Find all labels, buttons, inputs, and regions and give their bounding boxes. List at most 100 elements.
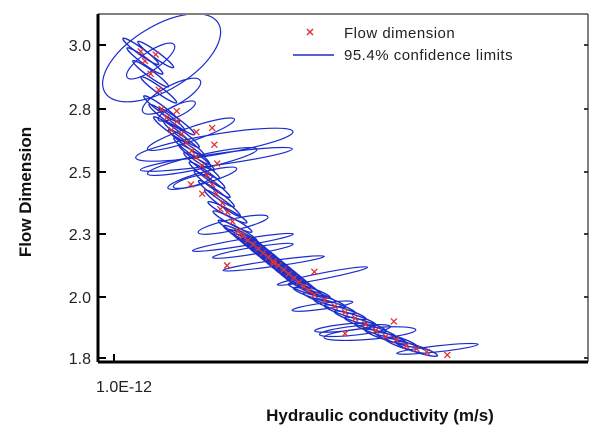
confidence-ellipse — [125, 42, 176, 80]
data-point-stroke — [382, 333, 390, 341]
data-point-stroke — [341, 308, 349, 316]
y-tick-label: 2.5 — [69, 165, 91, 182]
data-point-stroke — [213, 160, 221, 168]
data-point — [382, 333, 390, 341]
data-point-stroke — [351, 314, 359, 322]
data-point — [372, 327, 380, 335]
data-point — [402, 342, 410, 350]
data-point — [285, 270, 293, 278]
data-point-stroke — [223, 262, 231, 269]
data-point-stroke — [187, 180, 195, 188]
data-point-stroke — [208, 180, 216, 188]
data-point — [141, 57, 149, 65]
data-point — [270, 257, 277, 265]
legend-marker-stroke — [306, 28, 314, 36]
data-point — [223, 262, 231, 269]
data-point-stroke — [155, 86, 163, 94]
data-point-stroke — [443, 351, 451, 359]
data-point — [177, 130, 185, 138]
confidence-band — [122, 37, 439, 358]
data-point — [331, 302, 339, 310]
data-point-stroke — [402, 342, 410, 350]
confidence-ellipse — [323, 326, 417, 342]
data-point-stroke — [210, 141, 218, 149]
data-point-stroke — [254, 245, 262, 253]
data-point — [321, 296, 329, 304]
y-tick-label: 1.8 — [69, 351, 91, 368]
data-point — [187, 180, 195, 188]
data-point — [413, 345, 420, 353]
data-point — [198, 190, 206, 198]
confidence-ellipse — [276, 266, 369, 286]
data-point — [305, 287, 313, 295]
data-point-stroke — [182, 139, 190, 147]
data-point-stroke — [310, 291, 318, 299]
data-point-stroke — [392, 336, 400, 344]
confidence-ellipse — [394, 340, 439, 358]
legend-label-flow-dimension: Flow dimension — [344, 25, 455, 42]
data-point-stroke — [300, 283, 308, 290]
data-point — [192, 153, 200, 161]
confidence-ellipse — [396, 342, 479, 355]
data-point — [361, 320, 369, 328]
data-point-stroke — [147, 70, 155, 78]
data-point-stroke — [158, 105, 166, 113]
confidence-ellipse — [139, 146, 293, 172]
data-point-stroke — [208, 124, 216, 132]
data-point — [341, 308, 349, 316]
data-point — [173, 118, 181, 126]
data-point — [137, 47, 145, 55]
data-point — [423, 348, 431, 356]
data-point-stroke — [192, 128, 200, 136]
data-point — [216, 205, 224, 213]
data-point — [210, 141, 218, 149]
data-point-stroke — [203, 171, 211, 179]
data-point-stroke — [321, 296, 329, 304]
data-point-stroke — [361, 320, 369, 328]
y-tick-label: 2.0 — [69, 290, 91, 307]
data-point-stroke — [229, 218, 236, 226]
data-point-stroke — [137, 47, 145, 55]
legend-marker-flow-dimension — [306, 28, 314, 36]
confidence-ellipse — [292, 286, 336, 304]
data-point-stroke — [218, 199, 226, 207]
data-point-stroke — [152, 51, 160, 59]
data-point-stroke — [310, 268, 318, 276]
data-point — [229, 218, 236, 226]
data-point-stroke — [198, 162, 206, 170]
data-point-stroke — [163, 113, 171, 121]
data-point — [341, 330, 349, 338]
data-point — [310, 291, 318, 299]
data-point-stroke — [192, 153, 200, 161]
y-tick-label: 3.0 — [69, 38, 91, 55]
y-tick-label: 2.3 — [69, 227, 91, 244]
y-tick-label: 2.8 — [69, 102, 91, 119]
data-point-stroke — [331, 302, 339, 310]
data-point-stroke — [249, 241, 257, 248]
data-point-stroke — [305, 287, 313, 295]
data-point-stroke — [141, 57, 149, 65]
data-point-stroke — [264, 253, 272, 261]
data-point — [147, 70, 155, 78]
data-point-stroke — [413, 345, 420, 353]
data-point-stroke — [275, 262, 283, 269]
data-point — [218, 199, 226, 207]
data-point — [203, 171, 211, 179]
data-point-stroke — [295, 278, 303, 286]
data-point-stroke — [259, 249, 267, 257]
data-point — [270, 259, 278, 267]
data-point — [351, 314, 359, 322]
data-point — [188, 147, 196, 155]
data-point-stroke — [173, 107, 181, 115]
x-axis-title: Hydraulic conductivity (m/s) — [266, 406, 494, 425]
plot-area — [102, 15, 479, 359]
data-point — [212, 190, 220, 198]
data-point-stroke — [177, 130, 185, 138]
data-point-stroke — [173, 118, 181, 126]
data-point — [155, 86, 163, 94]
data-point — [213, 160, 221, 168]
data-point — [158, 105, 166, 113]
data-point-stroke — [280, 266, 288, 274]
data-point — [237, 230, 245, 238]
